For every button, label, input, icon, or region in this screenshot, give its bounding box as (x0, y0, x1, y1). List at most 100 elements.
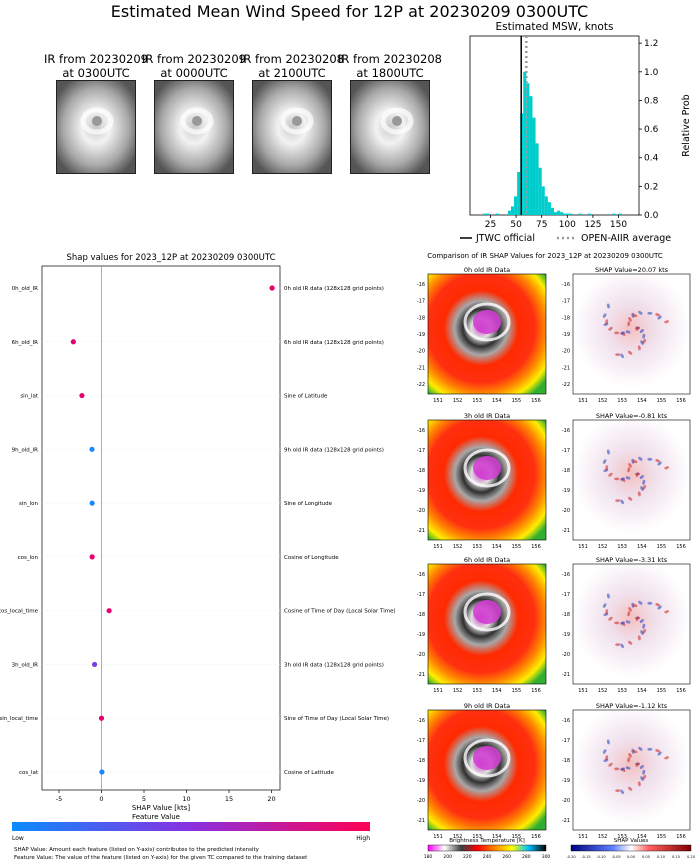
bt-colorbar-title: Brightness Temperature [K] (449, 838, 525, 844)
ir-panel-title: 9h old IR Data (464, 702, 510, 710)
ir-lat-tick: -17 (417, 299, 425, 305)
shap-speckle (638, 746, 643, 751)
msw-bar (507, 210, 511, 215)
msw-bar (532, 117, 536, 215)
shap-feature-label: 3h_old_IR (12, 662, 38, 668)
ir-lat-tick: -20 (417, 349, 425, 355)
ir-thumbnail-date: IR from 20230208 (338, 52, 442, 66)
ir-lat-tick: -16 (417, 572, 425, 578)
shap-lon-tick: 156 (676, 688, 686, 694)
shap-speckle (614, 621, 620, 625)
msw-x-tick-label: 125 (584, 220, 601, 230)
shap-lat-tick: -20 (562, 798, 570, 804)
shap-lon-tick: 151 (578, 834, 588, 840)
shap-lon-tick: 151 (578, 398, 588, 404)
shap-lat-tick: -17 (562, 448, 570, 454)
bt-colorbar-tick: 220 (463, 854, 472, 860)
ir-panel-ring (463, 738, 511, 778)
ir-thumbnail-image (252, 80, 332, 174)
shap-speckle (657, 315, 662, 320)
shap-speckle (628, 752, 632, 758)
msw-x-tick-label: 75 (536, 220, 547, 230)
bt-colorbar-tick: 180 (424, 854, 433, 860)
shap-speckle (606, 449, 610, 455)
ir-thumbnail-date: IR from 20230209 (44, 52, 148, 66)
ir-lat-tick: -19 (417, 778, 425, 784)
shap-feature-label: cos_lat (19, 770, 39, 776)
sv-colorbar-tick: -0.05 (611, 855, 620, 859)
shap-lat-tick: -17 (562, 738, 570, 744)
shap-speckle (628, 640, 633, 645)
shap-speckle (620, 353, 624, 359)
bt-colorbar-tick: 260 (502, 854, 511, 860)
ir-lat-tick: -19 (417, 488, 425, 494)
sv-colorbar-tick: 0.15 (672, 855, 680, 859)
shap-speckle (640, 630, 644, 635)
legend-jtwc-label: JTWC official (475, 233, 535, 244)
shap-footnote-1: SHAP Value: Amount each feature (listed … (14, 847, 260, 853)
ir-lat-tick: -21 (417, 365, 425, 371)
ir-thumbnail-time: at 0300UTC (62, 66, 130, 80)
ir-lon-tick: 154 (492, 398, 502, 404)
shap-speckle (620, 621, 625, 625)
shap-speckle (655, 603, 661, 607)
shap-lat-tick: -21 (562, 672, 570, 678)
shap-speckle (608, 326, 613, 331)
shap-panel-image (572, 419, 691, 541)
ir-lat-tick: -21 (417, 818, 425, 824)
ir-lon-tick: 154 (492, 688, 502, 694)
shap-lon-tick: 153 (617, 398, 627, 404)
ir-lon-tick: 152 (453, 834, 463, 840)
shap-feature-description: Sine of Latitude (284, 394, 328, 400)
shap-panel-title: SHAP Value=-3.31 kts (596, 556, 668, 564)
shap-speckle (637, 491, 641, 497)
shap-speckle (628, 316, 632, 322)
shap-speckle (628, 496, 633, 501)
shap-x-tick-label: 10 (182, 795, 190, 803)
ir-thumbnail-label: IR from 20230209 at 0000UTC (142, 52, 246, 80)
shap-feature-description: Cosine of Latitude (284, 770, 335, 776)
shap-lon-tick: 156 (676, 544, 686, 550)
shap-speckle (638, 310, 643, 315)
ir-lat-tick: -22 (417, 382, 425, 388)
sv-colorbar-tick: 0.20 (687, 855, 696, 859)
msw-bar (523, 71, 527, 215)
ir-thumbnail-image (154, 80, 234, 174)
msw-ylabel: Relative Prob (681, 94, 692, 156)
msw-bar (483, 213, 487, 215)
shap-speckle (664, 320, 670, 324)
shap-x-tick-label: -5 (56, 795, 62, 803)
shap-speckle (615, 499, 621, 503)
shap-speckle (620, 643, 624, 649)
shap-speckle (655, 313, 661, 317)
ir-thumbnail-label: IR from 20230208 at 2100UTC (240, 52, 344, 80)
shap-lat-tick: -18 (562, 612, 570, 618)
ir-lon-tick: 155 (512, 688, 522, 694)
ir-lon-tick: 151 (433, 544, 443, 550)
ir-thumbnail-time: at 1800UTC (356, 66, 424, 80)
shap-lon-tick: 156 (676, 398, 686, 404)
sv-colorbar-tick: -0.10 (596, 855, 606, 859)
ir-lon-tick: 156 (531, 398, 541, 404)
shap-speckle (602, 313, 607, 318)
shap-speckle (628, 606, 632, 612)
msw-y-tick-label: 1.0 (644, 68, 659, 78)
msw-bar (538, 167, 542, 215)
msw-title: Estimated MSW, knots (496, 21, 614, 33)
shap-lat-tick: -18 (562, 468, 570, 474)
msw-y-tick-label: 1.2 (644, 39, 658, 49)
shap-speckle (635, 326, 640, 331)
shap-speckle (637, 345, 641, 351)
shap-point (92, 661, 98, 668)
ir-lat-tick: -17 (417, 448, 425, 454)
msw-bar (557, 210, 561, 215)
shap-lat-tick: -18 (562, 758, 570, 764)
ir-panel-title: 0h old IR Data (464, 266, 510, 274)
shap-lat-tick: -19 (562, 332, 570, 338)
shap-feature-label: sin_local_time (0, 716, 39, 722)
shap-speckle (605, 319, 609, 325)
shap-lon-tick: 151 (578, 688, 588, 694)
shap-speckle (635, 762, 640, 767)
shap-feature-description: 3h old IR data (128x128 grid points) (284, 662, 384, 668)
shap-speckle (628, 350, 633, 355)
